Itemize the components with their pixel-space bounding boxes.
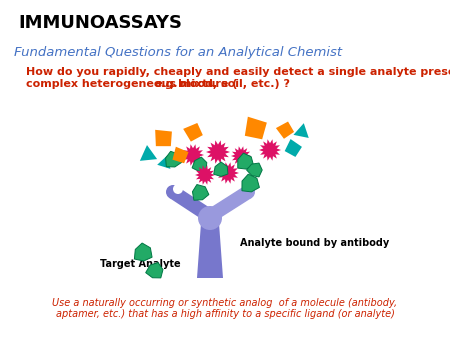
Text: e.g.: e.g.: [155, 79, 179, 89]
Circle shape: [241, 185, 255, 199]
Polygon shape: [247, 163, 262, 177]
Text: Analyte bound by antibody: Analyte bound by antibody: [240, 238, 389, 248]
Text: Fundamental Questions for an Analytical Chemist: Fundamental Questions for an Analytical …: [14, 46, 342, 59]
Text: complex heterogeneous mixture (: complex heterogeneous mixture (: [26, 79, 238, 89]
Circle shape: [173, 184, 183, 194]
Polygon shape: [140, 145, 157, 161]
Circle shape: [198, 206, 222, 230]
Polygon shape: [217, 162, 239, 184]
Polygon shape: [155, 130, 172, 146]
Polygon shape: [242, 174, 259, 192]
Text: How do you rapidly, cheaply and easily detect a single analyte present in a: How do you rapidly, cheaply and easily d…: [26, 67, 450, 77]
Polygon shape: [245, 117, 267, 139]
Polygon shape: [169, 186, 209, 219]
Polygon shape: [192, 157, 207, 171]
Polygon shape: [214, 162, 228, 176]
Polygon shape: [182, 144, 204, 166]
Text: , blood, soil, etc.) ?: , blood, soil, etc.) ?: [170, 79, 290, 89]
Polygon shape: [193, 185, 209, 200]
Polygon shape: [231, 146, 251, 166]
Polygon shape: [183, 123, 203, 142]
Polygon shape: [166, 151, 182, 167]
Circle shape: [201, 214, 219, 232]
Polygon shape: [276, 122, 294, 139]
Circle shape: [166, 185, 180, 199]
Polygon shape: [293, 123, 309, 138]
Polygon shape: [172, 147, 189, 163]
Text: IMMUNOASSAYS: IMMUNOASSAYS: [18, 14, 182, 32]
Polygon shape: [206, 140, 230, 164]
Polygon shape: [197, 223, 223, 278]
Polygon shape: [157, 155, 171, 169]
Text: aptamer, etc.) that has a high affinity to a specific ligand (or analyte): aptamer, etc.) that has a high affinity …: [55, 309, 395, 319]
Text: Use a naturally occurring or synthetic analog  of a molecule (antibody,: Use a naturally occurring or synthetic a…: [53, 298, 397, 308]
Polygon shape: [135, 243, 152, 261]
Polygon shape: [211, 186, 252, 219]
Polygon shape: [259, 139, 281, 161]
Polygon shape: [195, 165, 215, 185]
Text: Target Analyte: Target Analyte: [100, 259, 180, 269]
Polygon shape: [238, 153, 253, 169]
Polygon shape: [146, 263, 163, 278]
Polygon shape: [285, 139, 302, 157]
